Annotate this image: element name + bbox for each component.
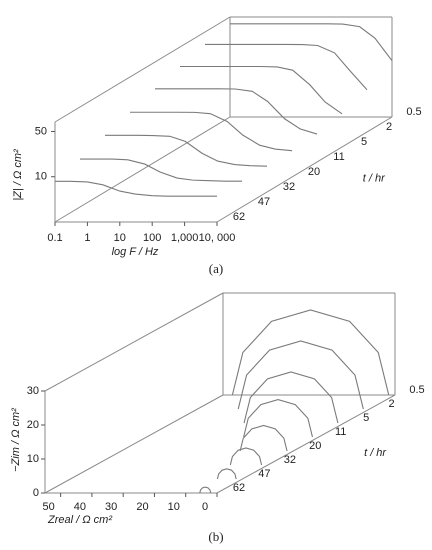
- depth-label: 20: [308, 166, 320, 178]
- y-tick-label: 50: [35, 125, 47, 137]
- depth-label: 2: [389, 398, 395, 410]
- series-line: [229, 447, 263, 466]
- depth-label: 11: [333, 151, 344, 163]
- depth-label: 20: [309, 440, 321, 452]
- box-edge: [54, 116, 231, 223]
- x-tick-label: 50: [43, 501, 55, 513]
- box-edge: [54, 16, 231, 123]
- x-tick-label: 30: [105, 501, 117, 513]
- series-line: [239, 424, 288, 452]
- box-edge: [216, 116, 393, 223]
- series-line: [237, 340, 364, 410]
- depth-label: 62: [233, 211, 245, 223]
- x-tick-label: 100: [143, 232, 161, 244]
- series-line: [105, 134, 268, 167]
- series-line: [231, 309, 390, 396]
- series-line: [130, 111, 293, 152]
- depth-label: 32: [284, 454, 296, 466]
- x-tick-label: 0: [202, 501, 208, 513]
- caption: (a): [209, 261, 223, 276]
- series-line: [199, 486, 212, 494]
- series-line: [216, 468, 237, 480]
- x-tick-label: 10: [168, 501, 180, 513]
- y-axis-label: |Z| / Ω cm²: [12, 149, 24, 201]
- box-edge: [44, 292, 224, 392]
- depth-label: 62: [233, 482, 245, 494]
- z-axis-label: t / hr: [364, 447, 387, 459]
- x-axis-label: Zreal / Ω cm²: [47, 514, 112, 526]
- depth-label: 32: [283, 181, 295, 193]
- series-line: [80, 158, 242, 182]
- x-tick-label: 10: [114, 232, 126, 244]
- y-tick-label: 0: [33, 487, 39, 499]
- y-axis-label: −Zim / Ω cm²: [10, 408, 22, 472]
- depth-label: 47: [258, 196, 270, 208]
- y-tick-label: 20: [27, 419, 39, 431]
- depth-label: 2: [386, 121, 392, 133]
- series-line: [55, 180, 217, 197]
- series-line: [180, 65, 343, 115]
- x-tick-label: 0.1: [47, 232, 62, 244]
- depth-label: 11: [335, 426, 346, 438]
- y-tick-label: 10: [35, 171, 47, 183]
- series-line: [205, 43, 368, 91]
- x-tick-label: 20: [136, 501, 148, 513]
- series-line: [243, 371, 339, 424]
- depth-label: 0.5: [406, 106, 421, 118]
- x-axis-label: log F / Hz: [112, 246, 159, 258]
- x-tick-label: 10, 000: [199, 232, 236, 244]
- series-line: [243, 399, 313, 438]
- depth-label: 5: [363, 412, 369, 424]
- depth-label: 47: [258, 468, 270, 480]
- depth-label: 0.5: [409, 384, 424, 396]
- series-line: [230, 23, 393, 62]
- series-line: [155, 88, 318, 135]
- y-tick-label: 10: [27, 453, 39, 465]
- y-tick-label: 30: [27, 385, 39, 397]
- z-axis-label: t / hr: [363, 173, 386, 185]
- box-edge: [216, 394, 396, 494]
- caption: (b): [208, 529, 223, 544]
- box-edge: [44, 394, 224, 494]
- x-tick-label: 40: [74, 501, 86, 513]
- x-tick-label: 1,000: [171, 232, 199, 244]
- x-tick-label: 1: [84, 232, 90, 244]
- depth-label: 5: [361, 136, 367, 148]
